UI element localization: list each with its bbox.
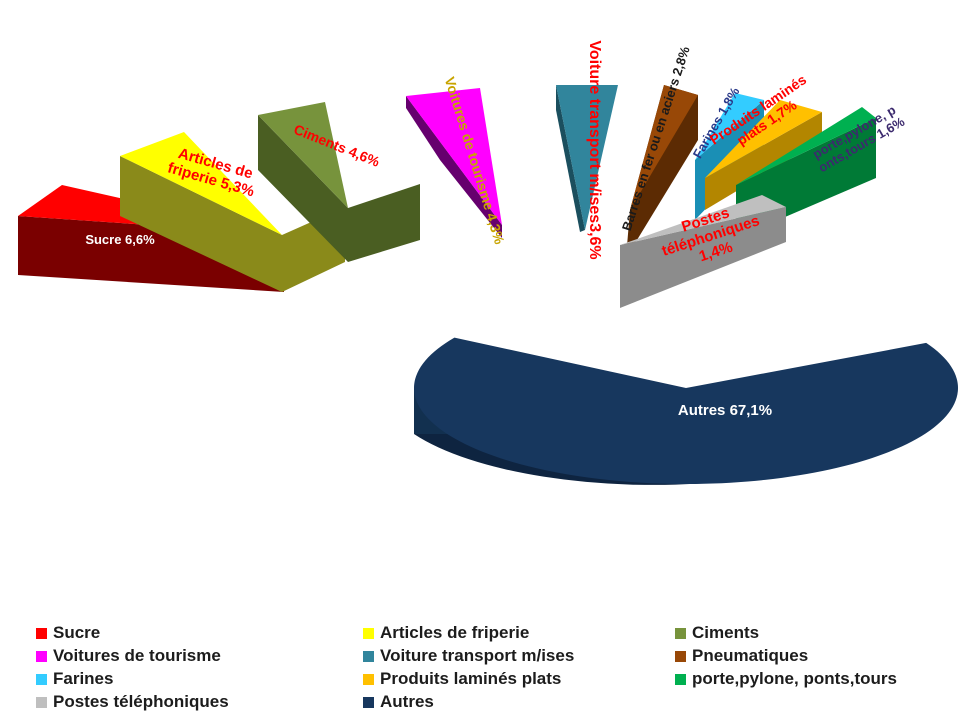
- pie-slice-articles-de-friperie: Articles defriperie 5,3%: [120, 132, 345, 292]
- slice-top-voiture-transport-m-ises: [556, 85, 618, 230]
- legend-label: Ciments: [692, 623, 760, 642]
- legend-item-sucre: Sucre: [36, 622, 363, 644]
- small-slices-group: Sucre 6,6%Articles defriperie 5,3%Ciment…: [18, 40, 907, 308]
- legend-item-porte-pylone: porte,pylone, ponts,tours: [675, 668, 955, 690]
- legend-label: Produits laminés plats: [380, 669, 562, 688]
- legend-swatch: [36, 650, 47, 662]
- legend-swatch: [363, 627, 374, 639]
- legend-swatch: [36, 696, 47, 708]
- slice-label-voiture-transport-m-ises: Voiture transport m/ises3,6%: [586, 40, 603, 259]
- legend-swatch: [675, 673, 686, 685]
- slice-top-pneumatiques: [630, 85, 698, 210]
- slice-side-ciments: [258, 115, 420, 262]
- slice-label-line: Voiture transport m/ises3,6%: [586, 40, 603, 259]
- slice-top-postes-telephoniques: [620, 195, 786, 245]
- legend-swatch: [36, 673, 47, 685]
- chart-canvas: Sucre 6,6%Articles defriperie 5,3%Ciment…: [18, 40, 959, 485]
- pie-slice-voitures-de-tourisme: Voitures de tourisme 4,3%: [406, 75, 508, 247]
- slice-side-articles-de-friperie: [120, 156, 345, 292]
- pie-slice-voiture-transport-m-ises: Voiture transport m/ises3,6%: [556, 40, 618, 260]
- slice-top-farines: [695, 93, 764, 160]
- legend-label: Voiture transport m/ises: [380, 646, 575, 665]
- legend-label: Postes téléphoniques: [53, 692, 229, 711]
- legend-label: Articles de friperie: [380, 623, 530, 642]
- legend-label: Pneumatiques: [692, 646, 809, 665]
- legend-swatch: [36, 627, 47, 639]
- legend-item-ciments: Ciments: [675, 622, 955, 644]
- slice-label-autres: Autres 67,1%: [678, 402, 772, 419]
- slice-top-porte-pylone-ponts-tours: [736, 107, 876, 185]
- slice-side-postes-telephoniques: [620, 207, 786, 308]
- slice-side-voitures-de-tourisme: [406, 96, 502, 238]
- slice-top-produits-lamines-plats: [705, 100, 822, 178]
- legend-item-produits-lamines-plats: Produits laminés plats: [363, 668, 675, 690]
- slice-side-produits-lamines-plats: [705, 112, 822, 210]
- legend-item-farines: Farines: [36, 668, 363, 690]
- legend-label: Sucre: [53, 623, 101, 642]
- legend-item-voitures-de-tourisme: Voitures de tourisme: [36, 645, 363, 667]
- legend: Sucre Articles de friperie Ciments Voitu…: [36, 622, 956, 713]
- slice-side-voiture-transport-m-ises: [556, 85, 585, 232]
- legend-item-autres: Autres: [363, 691, 675, 713]
- slice-top-ciments: [258, 102, 348, 208]
- slice-top-articles-de-friperie: [120, 132, 282, 235]
- legend-label: Autres: [380, 692, 434, 711]
- legend-swatch: [363, 650, 374, 662]
- slice-top-voitures-de-tourisme: [406, 88, 502, 225]
- pie-slice-autres: Autres 67,1%: [413, 337, 959, 485]
- slice-top-autres: [413, 337, 959, 484]
- legend-item-pneumatiques: Pneumatiques: [675, 645, 955, 667]
- legend-item-articles-de-friperie: Articles de friperie: [363, 622, 675, 644]
- autres-slice-group: Autres 67,1%: [413, 337, 959, 485]
- legend-label: Voitures de tourisme: [53, 646, 221, 665]
- legend-label: Farines: [53, 669, 114, 688]
- slice-label-sucre: Sucre 6,6%: [85, 232, 155, 247]
- legend-swatch: [675, 650, 686, 662]
- legend-item-voiture-transport: Voiture transport m/ises: [363, 645, 675, 667]
- legend-label: porte,pylone, ponts,tours: [692, 669, 897, 688]
- legend-swatch: [675, 627, 686, 639]
- legend-item-postes-telephoniques: Postes téléphoniques: [36, 691, 363, 713]
- legend-swatch: [363, 673, 374, 685]
- slice-label-line: Sucre 6,6%: [85, 232, 155, 247]
- legend-swatch: [363, 696, 374, 708]
- slice-side-pneumatiques: [626, 85, 698, 258]
